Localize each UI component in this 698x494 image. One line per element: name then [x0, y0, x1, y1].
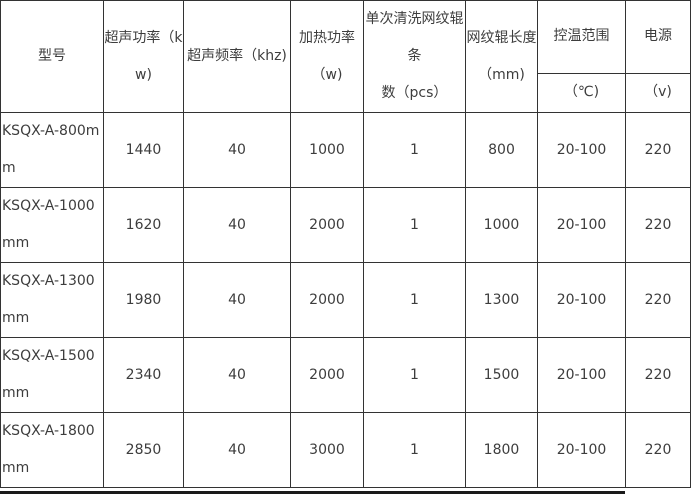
- header-roller-length: 网纹辊长度 （mm): [465, 0, 538, 113]
- cell-model: KSQX-A-1800 mm: [0, 412, 104, 488]
- cell-ultrasonic-power: 1620: [103, 187, 184, 263]
- cell-model: KSQX-A-1300 mm: [0, 262, 104, 338]
- cell-ultrasonic-frequency: 40: [183, 337, 291, 413]
- cell-heating-power: 3000: [290, 412, 364, 488]
- cell-roller-length: 1000: [465, 187, 538, 263]
- cell-ultrasonic-frequency: 40: [183, 262, 291, 338]
- table-row: KSQX-A-1000 mm 1620 40 2000 1 1000 20-10…: [0, 187, 691, 263]
- cell-temp-range: 20-100: [537, 337, 626, 413]
- cell-ultrasonic-power: 2340: [103, 337, 184, 413]
- cell-roller-length: 800: [465, 112, 538, 188]
- cell-rollers-per-clean: 1: [363, 337, 466, 413]
- cell-heating-power: 1000: [290, 112, 364, 188]
- cell-rollers-per-clean: 1: [363, 412, 466, 488]
- header-power-supply-unit: （v): [625, 72, 691, 114]
- table-row: KSQX-A-1300 mm 1980 40 2000 1 1300 20-10…: [0, 262, 691, 338]
- header-ultrasonic-power: 超声功率（k w): [103, 0, 184, 113]
- cell-power-supply: 220: [625, 412, 691, 488]
- header-power-supply: 电源: [625, 0, 691, 74]
- cell-power-supply: 220: [625, 187, 691, 263]
- header-temp-range: 控温范围: [537, 0, 626, 74]
- cell-ultrasonic-frequency: 40: [183, 112, 291, 188]
- cell-rollers-per-clean: 1: [363, 112, 466, 188]
- spec-table: 型号 超声功率（k w) 超声频率（khz) 加热功率 （w) 单次清洗网纹辊条…: [0, 0, 691, 488]
- cell-ultrasonic-frequency: 40: [183, 187, 291, 263]
- cell-ultrasonic-power: 1440: [103, 112, 184, 188]
- header-rollers-per-clean: 单次清洗网纹辊条 数（pcs）: [363, 0, 466, 113]
- header-heating-power: 加热功率 （w): [290, 0, 364, 113]
- cell-roller-length: 1300: [465, 262, 538, 338]
- cell-roller-length: 1500: [465, 337, 538, 413]
- header-row-units: （℃) （v): [1, 72, 691, 114]
- cell-power-supply: 220: [625, 112, 691, 188]
- cell-heating-power: 2000: [290, 262, 364, 338]
- header-row-top: 型号 超声功率（k w) 超声频率（khz) 加热功率 （w) 单次清洗网纹辊条…: [0, 0, 691, 113]
- header-model: 型号: [0, 0, 104, 113]
- table-row: KSQX-A-800m m 1440 40 1000 1 800 20-100 …: [0, 112, 691, 188]
- cell-model: KSQX-A-800m m: [0, 112, 104, 188]
- cell-temp-range: 20-100: [537, 412, 626, 488]
- cell-roller-length: 1800: [465, 412, 538, 488]
- cell-model: KSQX-A-1500 mm: [0, 337, 104, 413]
- cell-power-supply: 220: [625, 262, 691, 338]
- cell-rollers-per-clean: 1: [363, 262, 466, 338]
- cell-temp-range: 20-100: [537, 262, 626, 338]
- cell-power-supply: 220: [625, 337, 691, 413]
- table-row: KSQX-A-1800 mm 2850 40 3000 1 1800 20-10…: [0, 412, 691, 488]
- header-temp-range-unit: （℃): [537, 72, 626, 114]
- table-row: KSQX-A-1500 mm 2340 40 2000 1 1500 20-10…: [0, 337, 691, 413]
- cell-heating-power: 2000: [290, 337, 364, 413]
- cell-ultrasonic-power: 2850: [103, 412, 184, 488]
- cell-heating-power: 2000: [290, 187, 364, 263]
- cell-ultrasonic-power: 1980: [103, 262, 184, 338]
- cell-temp-range: 20-100: [537, 112, 626, 188]
- cell-model: KSQX-A-1000 mm: [0, 187, 104, 263]
- header-ultrasonic-frequency: 超声频率（khz): [183, 0, 291, 113]
- cell-ultrasonic-frequency: 40: [183, 412, 291, 488]
- cell-temp-range: 20-100: [537, 187, 626, 263]
- cell-rollers-per-clean: 1: [363, 187, 466, 263]
